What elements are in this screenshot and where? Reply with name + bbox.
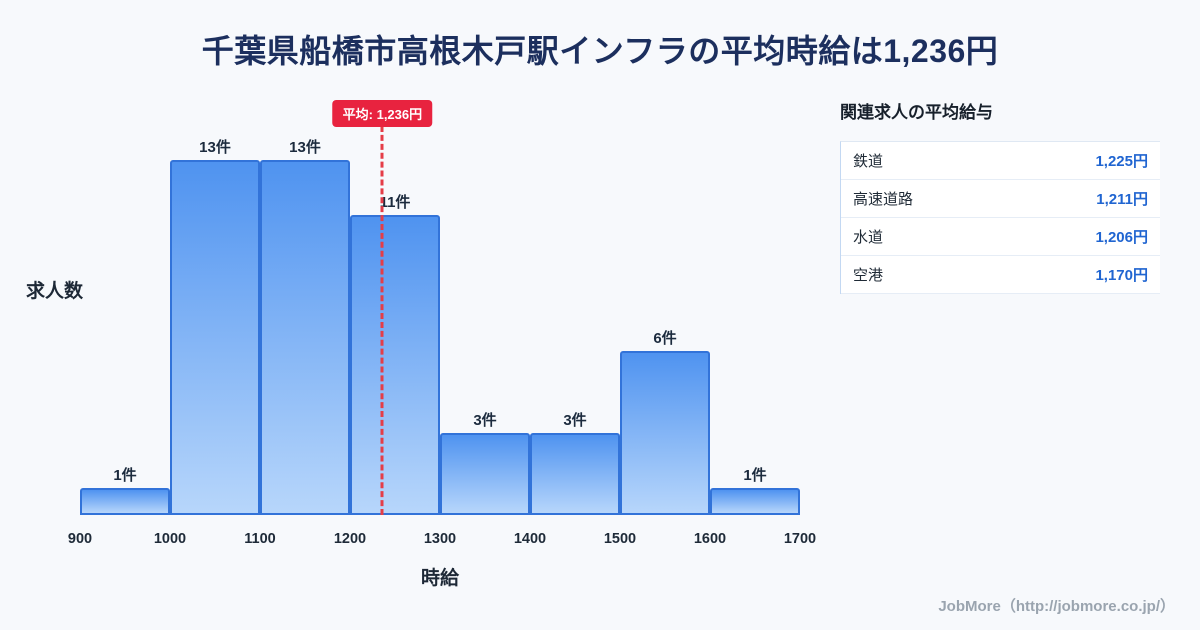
- histogram-bar: 13件: [260, 139, 350, 515]
- bar-value-label: 1件: [113, 466, 137, 484]
- bar-value-label: 3件: [473, 412, 497, 430]
- x-tick-label: 1200: [333, 531, 367, 547]
- average-badge: 平均: 1,236円: [332, 100, 433, 127]
- related-job-value: 1,170円: [1095, 267, 1148, 284]
- histogram-bar: 3件: [440, 412, 530, 515]
- average-line: [380, 126, 384, 515]
- x-tick-label: 1100: [244, 531, 276, 547]
- related-job-row: 空港 1,170円: [841, 256, 1160, 294]
- histogram-bar: 1件: [710, 467, 800, 515]
- related-job-value: 1,225円: [1095, 153, 1148, 170]
- related-job-label: 高速道路: [853, 191, 914, 208]
- histogram-bar: 13件: [170, 139, 260, 515]
- footer-credit: JobMore（http://jobmore.co.jp/）: [938, 598, 1175, 615]
- related-jobs-panel: 関連求人の平均給与 鉄道 1,225円高速道路 1,211円水道 1,206円空港 1,…: [840, 98, 1160, 294]
- bar-value-label: 6件: [653, 330, 677, 348]
- related-job-value: 1,211円: [1096, 191, 1148, 208]
- related-job-label: 水道: [853, 229, 884, 246]
- related-job-row: 鉄道 1,225円: [841, 142, 1160, 180]
- x-tick-label: 900: [67, 531, 93, 547]
- related-jobs-table: 鉄道 1,225円高速道路 1,211円水道 1,206円空港 1,170円: [840, 141, 1160, 294]
- related-job-label: 空港: [853, 267, 884, 284]
- bar-value-label: 1件: [743, 466, 767, 484]
- x-tick-label: 1400: [513, 531, 547, 547]
- histogram-bar: 1件: [80, 467, 170, 515]
- bar-value-label: 13件: [289, 139, 321, 156]
- x-tick-label: 1700: [783, 531, 817, 547]
- histogram-bar: 11件: [350, 194, 440, 515]
- x-tick-label: 1300: [423, 531, 457, 547]
- x-tick-label: 1600: [693, 531, 727, 547]
- bar-value-label: 11件: [379, 193, 411, 211]
- page-title: 千葉県船橋市高根木戸駅インフラの平均時給は1,236円: [201, 33, 999, 69]
- related-job-label: 鉄道: [853, 153, 884, 170]
- related-job-value: 1,206円: [1095, 229, 1148, 246]
- histogram-bar: 3件: [530, 412, 620, 515]
- related-job-row: 高速道路 1,211円: [841, 180, 1160, 218]
- bar-value-label: 13件: [199, 139, 231, 156]
- panel-heading: 関連求人の平均給与: [840, 103, 993, 122]
- related-job-row: 水道 1,206円: [841, 218, 1160, 256]
- y-axis-label: 求人数: [26, 281, 84, 302]
- histogram-plot-area: 1件 13件 13件 11件 3件 3件 6件 1件 900 1000 1100 1200 1300 14…: [68, 100, 816, 547]
- bar-value-label: 3件: [563, 412, 587, 430]
- x-tick-label: 1500: [603, 531, 637, 547]
- x-axis-label: 時給: [420, 568, 459, 589]
- histogram-bar: 6件: [620, 330, 710, 515]
- x-tick-label: 1000: [153, 531, 187, 547]
